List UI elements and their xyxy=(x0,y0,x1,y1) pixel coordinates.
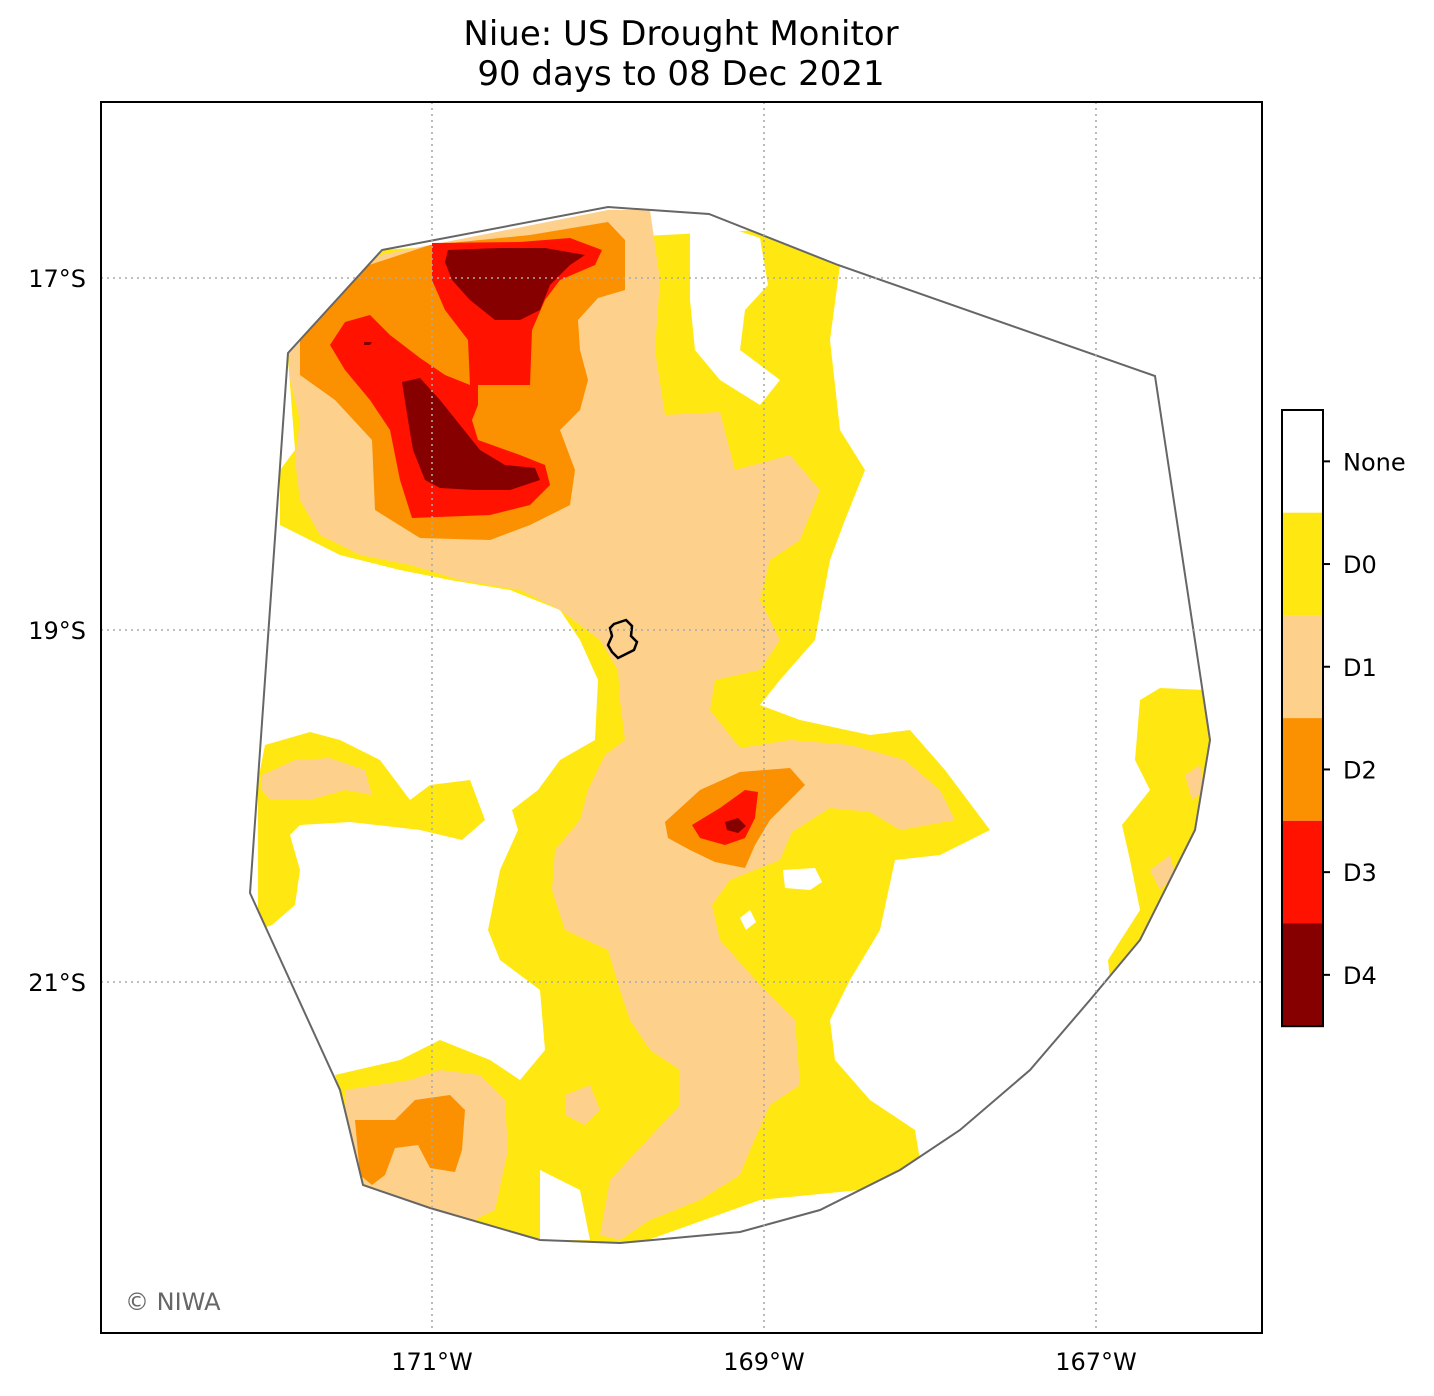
map-frame xyxy=(100,101,1263,1334)
lat-tick-label: 19°S xyxy=(28,617,86,645)
legend-swatch xyxy=(1282,923,1323,1027)
gridlines xyxy=(101,102,1262,1333)
lon-tick-label: 171°W xyxy=(391,1348,473,1376)
legend-swatch xyxy=(1282,615,1323,719)
d4-area xyxy=(364,248,746,833)
legend-border xyxy=(1281,409,1324,1028)
legend-label: D0 xyxy=(1343,551,1377,579)
legend-label: D4 xyxy=(1343,962,1377,990)
legend-swatch xyxy=(1282,512,1323,616)
legend-label: D1 xyxy=(1343,654,1377,682)
legend-swatch xyxy=(1282,820,1323,924)
domain-boundary xyxy=(248,205,1212,1245)
legend-swatch xyxy=(1282,410,1323,513)
niue-island-outline xyxy=(606,618,639,660)
copyright-label: © NIWA xyxy=(125,1288,221,1316)
lon-tick-label: 167°W xyxy=(1055,1348,1137,1376)
lon-tick-label: 169°W xyxy=(723,1348,805,1376)
drought-fields xyxy=(258,210,1210,1243)
legend-swatch xyxy=(1282,718,1323,821)
legend-label: D2 xyxy=(1343,756,1377,784)
lat-tick-label: 21°S xyxy=(28,969,86,997)
map-subtitle: 90 days to 08 Dec 2021 xyxy=(477,54,885,94)
map-title: Niue: US Drought Monitor xyxy=(463,14,899,54)
legend-label: None xyxy=(1343,448,1406,476)
legend-label: D3 xyxy=(1343,859,1377,887)
lat-tick-label: 17°S xyxy=(28,265,86,293)
legend-colorbar: None D0 D1 D2 D3 D4 xyxy=(1281,409,1406,1028)
